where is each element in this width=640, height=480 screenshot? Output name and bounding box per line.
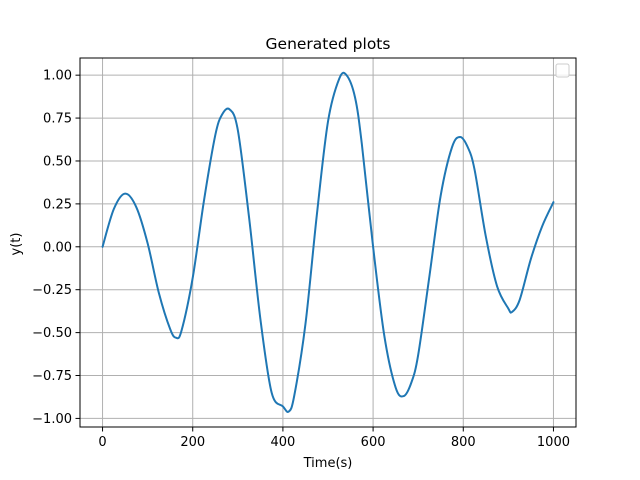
x-tick-label: 1000	[537, 435, 570, 450]
series-line	[101, 71, 555, 413]
axes-frame	[79, 57, 577, 428]
y-axis-label: y(t)	[9, 233, 24, 256]
x-tick-label: 200	[180, 435, 205, 450]
legend-box	[555, 63, 570, 78]
x-axis-label: Time(s)	[303, 456, 353, 471]
x-tick-label: 600	[361, 435, 386, 450]
y-tick-label: 0.50	[43, 154, 72, 169]
y-tick-label: 0.75	[43, 112, 72, 127]
legend	[555, 63, 570, 78]
x-tick-label: 400	[270, 435, 295, 450]
plot-area	[80, 58, 576, 427]
axis-ticks: 0 200 400 600 800 1000 −1.00 −0.75 −0.50 −0.25 0.0…	[32, 69, 570, 450]
y-tick-label: 0.00	[43, 240, 72, 255]
y-tick-label: 1.00	[43, 69, 72, 84]
y-tick-label: 0.25	[43, 197, 72, 212]
y-tick-label: −0.25	[32, 283, 72, 298]
x-tick-label: 0	[98, 435, 106, 450]
series-layer	[101, 71, 555, 413]
axes-spines	[79, 57, 577, 428]
y-tick-label: −0.50	[32, 326, 72, 341]
y-tick-label: −1.00	[32, 412, 72, 427]
y-tick-label: −0.75	[32, 369, 72, 384]
chart-title: Generated plots	[266, 35, 391, 53]
x-tick-label: 800	[451, 435, 476, 450]
